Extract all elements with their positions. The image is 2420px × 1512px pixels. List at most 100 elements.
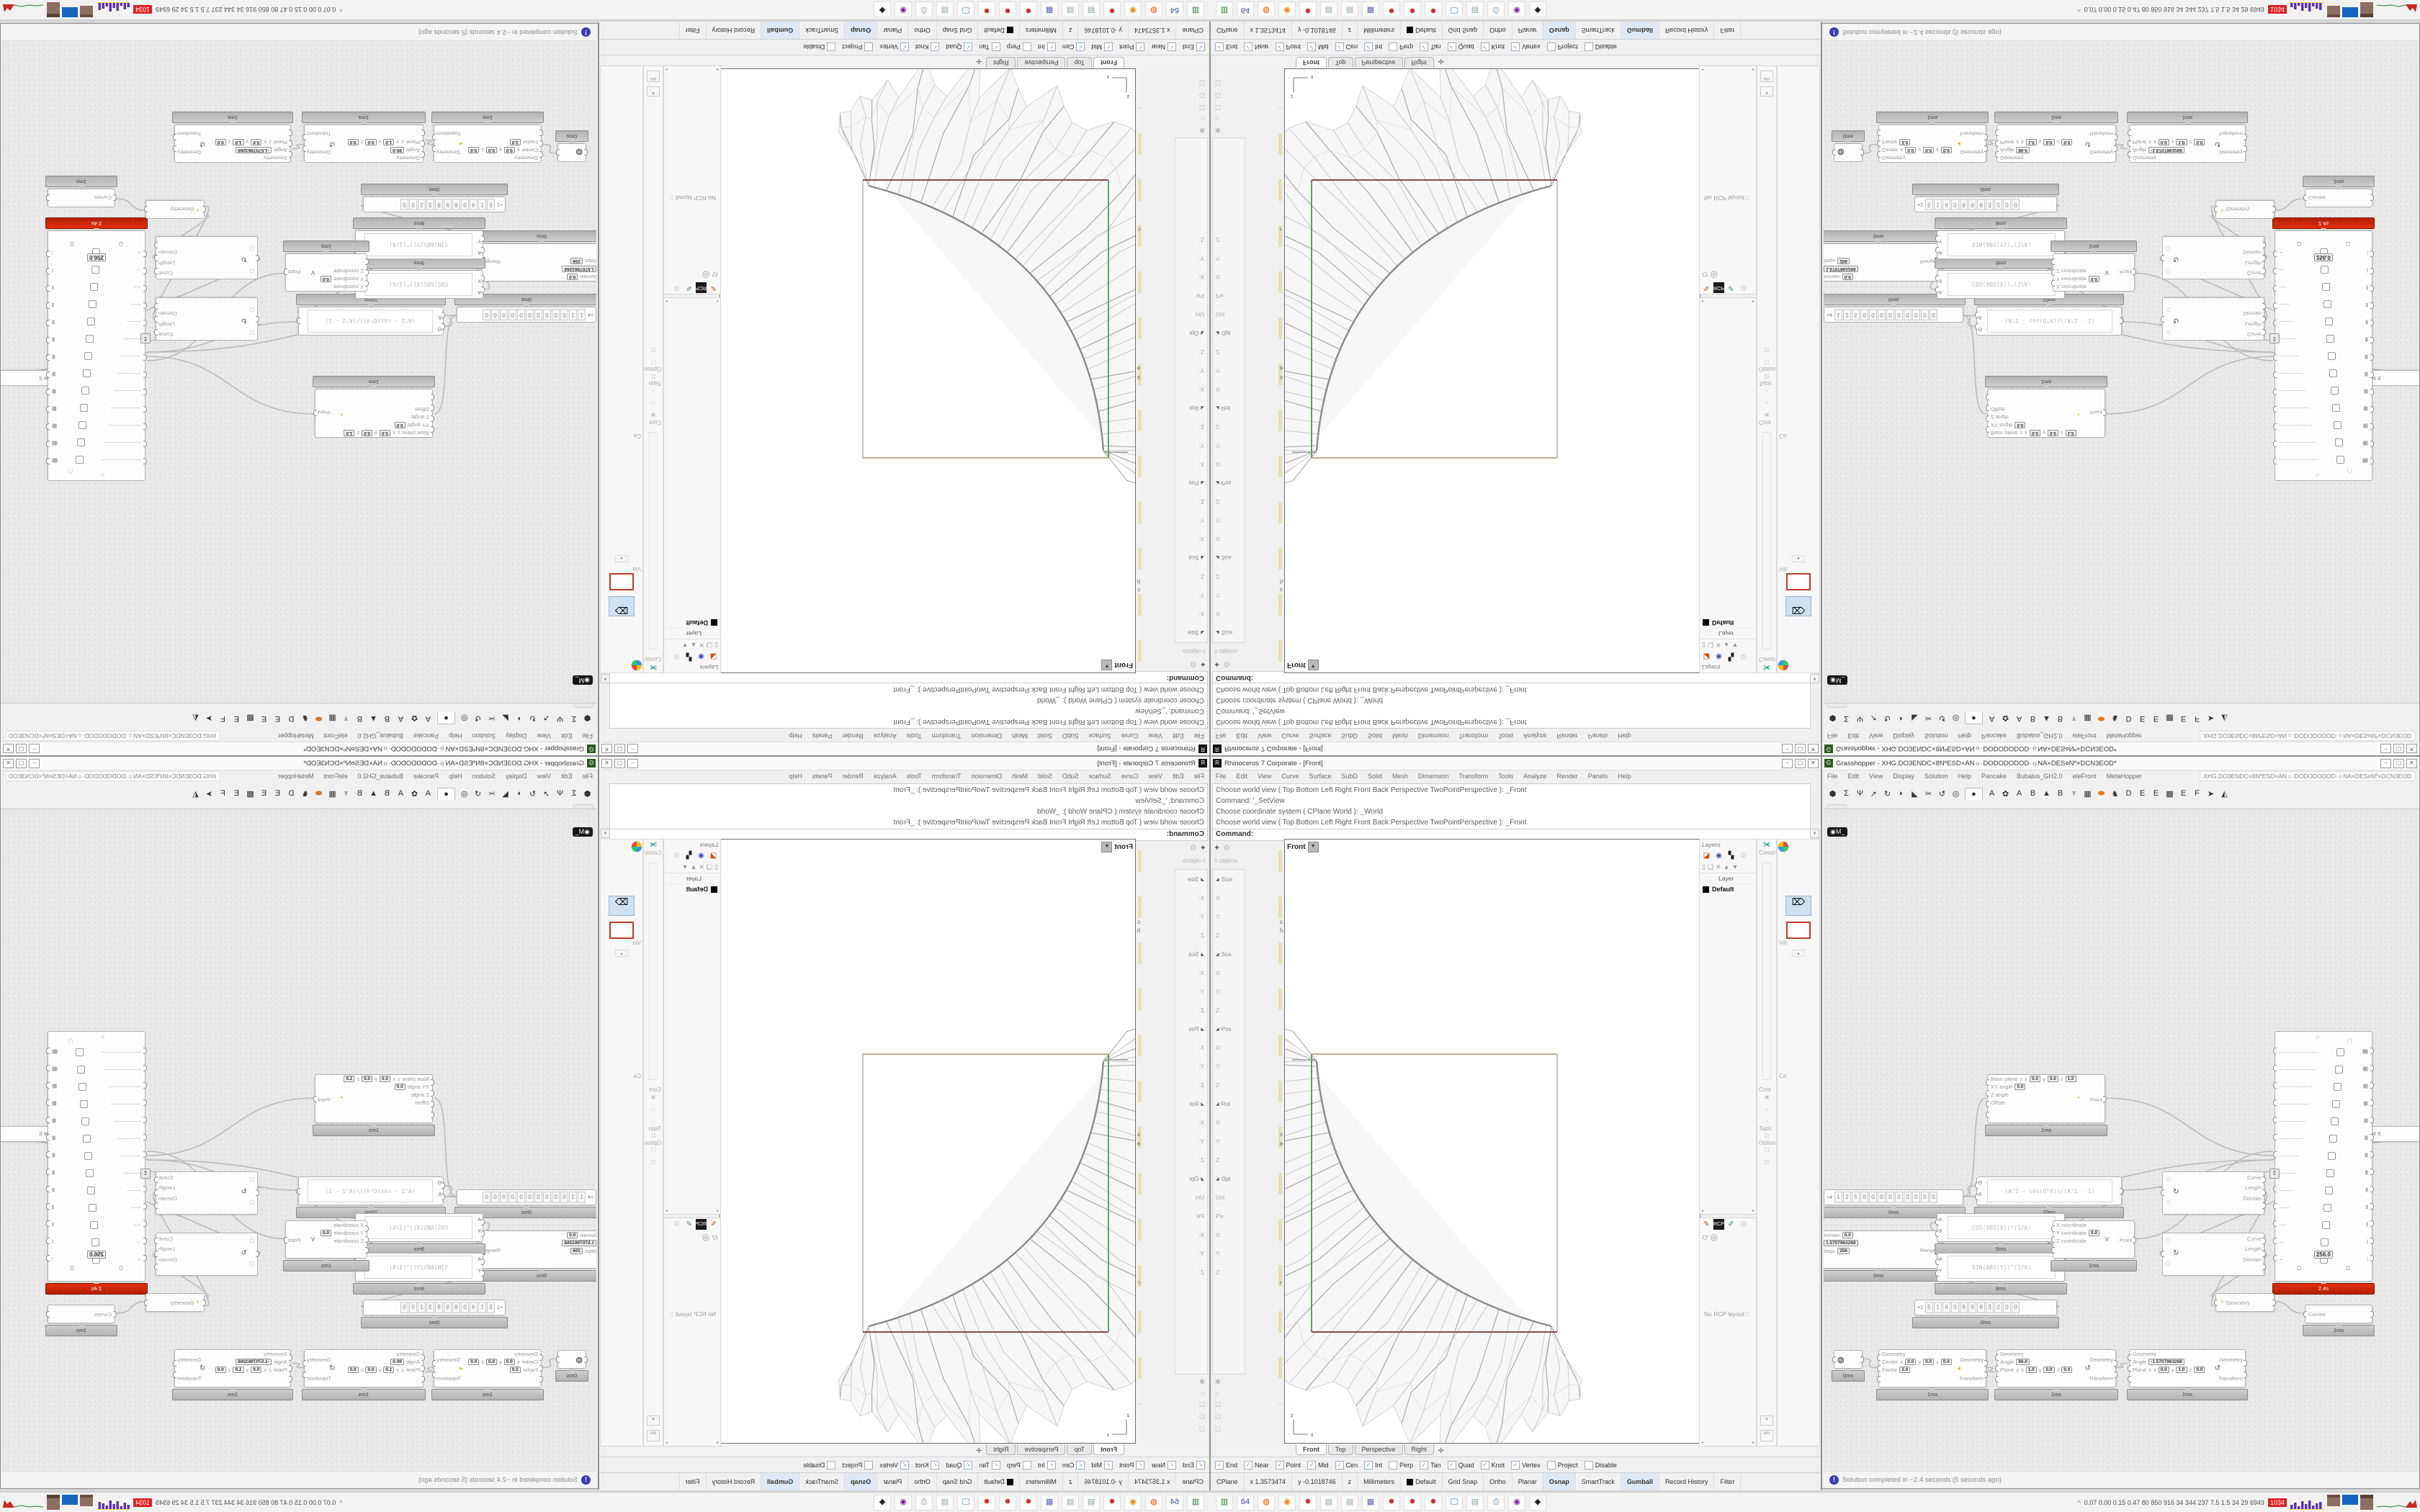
output-hook[interactable]: [2262, 255, 2266, 261]
input-hook[interactable]: [539, 151, 543, 158]
expr-input-A[interactable]: A: [1978, 1192, 1982, 1197]
output-hook[interactable]: [2370, 268, 2374, 274]
input-hook[interactable]: [421, 140, 425, 147]
viewport-title-menu[interactable]: Front ▼: [1101, 842, 1133, 852]
output-hook[interactable]: [2370, 302, 2374, 309]
menu-item-solution[interactable]: Solution: [1924, 732, 1948, 739]
gh-node-esin[interactable]: A Y SIN(ABS(Y))^(1/A) 8ms: [1935, 217, 2067, 259]
maximize-icon[interactable]: ▢: [16, 758, 27, 768]
viewport-tab-front[interactable]: Front: [1296, 57, 1327, 68]
gh-node-plane[interactable]: Base plane z x 0.0 y 0.0 z 1.0 XY angle 0.0 Z angl…: [313, 376, 435, 438]
layers-panel-tabs[interactable]: ◪ ◉ ▚ ⚙: [1700, 650, 1756, 662]
status-cell-cplane[interactable]: CPlane: [1175, 1473, 1209, 1490]
output-hook[interactable]: [2370, 1082, 2374, 1089]
gh-node-scale[interactable]: Geometry Center x 0.0 y 0.0 z 0.0 Factor 2.0 Geome…: [1876, 1349, 1989, 1400]
menu-item-tools[interactable]: Tools: [906, 732, 922, 739]
menu-item-render[interactable]: Render: [1556, 773, 1578, 780]
value-box[interactable]: -1.5707963268: [2148, 1359, 2184, 1365]
value-box[interactable]: 0.0: [362, 430, 373, 436]
expr-input-O[interactable]: O: [1978, 1181, 1983, 1186]
boxedit-row[interactable]: Z:: [1216, 1081, 1222, 1089]
status-cell-osnap[interactable]: Osnap: [1543, 22, 1576, 39]
blender-icon[interactable]: ◉: [1278, 1, 1296, 18]
gh-node-s1[interactable]: +4 1 2 5 0 0 0 0 0 0 0 0 0 0ms: [454, 294, 596, 323]
osnap-toggle-point[interactable]: ✓ Point: [1119, 42, 1145, 51]
osnap-toggle-near[interactable]: ✓ Near: [1244, 1461, 1269, 1470]
row-checkbox[interactable]: [2322, 1220, 2331, 1229]
gh-ribbon-tab-23[interactable]: E: [261, 789, 267, 798]
named-view-panel[interactable]: ⌦ Vie ▴ Ca: [1777, 839, 1820, 1446]
value-box[interactable]: 2.0: [509, 139, 521, 145]
checkbox-group[interactable]: ☐ ☑: [1764, 346, 1770, 365]
gh-ribbon-tab-5[interactable]: ◗: [1899, 714, 1904, 723]
menu-item-transform[interactable]: Transform: [1458, 773, 1489, 780]
osnap-toggle-quad[interactable]: ✓ Quad: [1447, 1461, 1474, 1470]
gh-ribbon-tab-22[interactable]: E: [2139, 789, 2146, 798]
printer-icon[interactable]: ⎙: [1487, 1, 1505, 18]
row-checkbox[interactable]: [2325, 1186, 2334, 1194]
output-hook[interactable]: [313, 1096, 317, 1102]
gh-document-combo[interactable]: XHG.DO3ENDC×8NºESD×AN☼·DODODODOD·☼NA×DES…: [2200, 731, 2415, 741]
row-checkbox[interactable]: [76, 456, 84, 464]
boxedit-row[interactable]: Y:: [1198, 255, 1204, 262]
checkbox-icon[interactable]: ✓: [1420, 1461, 1429, 1470]
output-hook[interactable]: [154, 242, 158, 248]
gh-node-crv1[interactable]: Curve Length Domain ↻ ▢ ▢: [2161, 297, 2266, 341]
gh-node-rot1[interactable]: Geometry Angle 90.0 Plane z x 1.0 y 0.0 z 0.0 Geome…: [1994, 1349, 2118, 1400]
osnap-toggle-disable[interactable]: Disable: [803, 1461, 836, 1470]
menu-item-subd[interactable]: SubD: [1341, 732, 1358, 739]
osnap-bar[interactable]: ✓ End ✓ Near ✓ Point ✓ Mid ✓ Cen ✓ Int Perp ✓ Tan ✓ Quad…: [599, 39, 1209, 55]
menu-item-file[interactable]: File: [1827, 773, 1838, 780]
output-hook[interactable]: [154, 329, 158, 336]
viewport-title-menu[interactable]: Front ▼: [1287, 842, 1319, 852]
digit-cell[interactable]: 4: [1942, 199, 1950, 210]
boxedit-row[interactable]: Y:: [1216, 1138, 1222, 1145]
gh-node-ecos[interactable]: A X COS(ABS(X))^(1/A) 9ms: [1935, 1213, 2067, 1255]
row-checkbox[interactable]: [2333, 421, 2341, 430]
checkbox-icon[interactable]: ✓: [1136, 42, 1145, 51]
gh-node-dark[interactable]: ◍ 0ms: [1832, 130, 1865, 162]
value-box[interactable]: 0.0: [394, 1084, 405, 1090]
gh-node-s2[interactable]: +1 5 1 4 0 8 9 8 3 2 0 0 0ms: [1912, 1300, 2059, 1328]
scroll-down-icon[interactable]: ▾: [1760, 86, 1773, 96]
output-hook[interactable]: [432, 134, 436, 141]
boxedit-row[interactable]: Piv: [1216, 1212, 1224, 1220]
gh-ribbon-tab-27[interactable]: ➤: [205, 714, 213, 723]
checkbox-icon[interactable]: ✓: [1307, 42, 1317, 51]
boxedit-row[interactable]: Z:: [1216, 573, 1222, 580]
menu-item-file[interactable]: File: [582, 773, 593, 780]
boxedit-row[interactable]: Y:: [1198, 517, 1204, 524]
camera-icon[interactable]: ⌦: [609, 596, 635, 616]
checkbox-icon[interactable]: ✓: [900, 1461, 909, 1470]
gh-ribbon-tab-15[interactable]: ▲: [2043, 789, 2051, 798]
boxedit-row[interactable]: Z:: [1198, 423, 1204, 431]
digit-cell[interactable]: 9: [444, 199, 452, 210]
close-icon[interactable]: ✕: [601, 744, 612, 754]
digit-cell[interactable]: 0: [1886, 1192, 1894, 1203]
menu-item-panels[interactable]: Panels: [812, 732, 833, 739]
output-hook[interactable]: [46, 354, 50, 361]
osnap-toggle-mid[interactable]: ✓ Mid: [1091, 42, 1113, 51]
checkbox-icon[interactable]: ✓: [1275, 1461, 1284, 1470]
gh-canvas[interactable]: ◉M_ +4 1 2 5 0 0 0 0 0 0 0 0 0 0ms Base plane z x 0.0 y 0.0…: [1824, 40, 2419, 703]
system-tray[interactable]: ^ 0.07 0.00 0.15 0.47 80 850 916 34 344 …: [2078, 1493, 2417, 1512]
output-hook[interactable]: [2262, 303, 2266, 310]
status-cell-y01018746[interactable]: y -0.1018746: [1077, 1473, 1128, 1490]
menu-item-display[interactable]: Display: [1893, 773, 1914, 780]
am-button[interactable]: am: [1760, 71, 1773, 82]
boxedit-row[interactable]: Y:: [1216, 442, 1222, 449]
gh-ribbon-tab-3[interactable]: ➚: [542, 714, 550, 723]
menu-item-subd[interactable]: SubD: [1341, 773, 1358, 780]
expr-input-A[interactable]: A: [1939, 250, 1942, 255]
digit-cell[interactable]: 2: [1994, 1302, 2002, 1313]
red-frame-icon[interactable]: [609, 922, 634, 939]
digit-cell[interactable]: 0: [400, 199, 409, 210]
gh-node-esin[interactable]: A Y SIN(ABS(Y))^(1/A) 8ms: [353, 217, 485, 259]
osnap-toggle-cen[interactable]: ✓ Cen: [1062, 1461, 1085, 1470]
value-box[interactable]: 0.0: [2043, 1367, 2055, 1373]
boxedit-options[interactable]: ◉ ○ ☐ ☐ ☐: [1198, 79, 1205, 135]
digit-cell[interactable]: 1: [578, 1192, 586, 1203]
digit-cell[interactable]: 0: [2002, 199, 2011, 210]
status-cell-smarttrack[interactable]: SmartTrack: [799, 22, 845, 39]
output-hook[interactable]: [1860, 1356, 1864, 1363]
